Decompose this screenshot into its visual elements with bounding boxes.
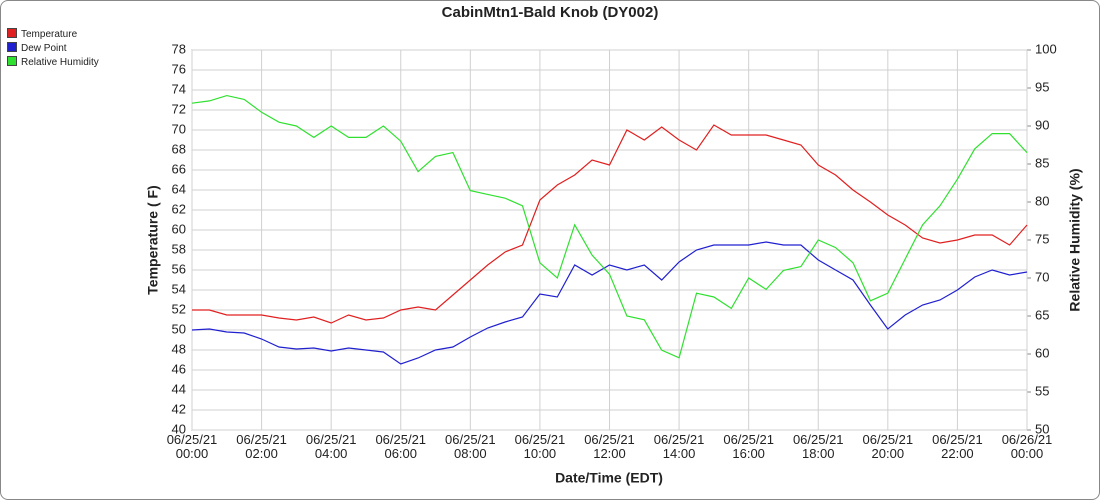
x-tick-label: 06/25/21 18:00 [792, 432, 844, 461]
legend-label: Dew Point [21, 43, 67, 54]
y-tick-label: 52 [172, 301, 186, 316]
x-tick-label: 06/25/21 12:00 [584, 432, 635, 461]
y2-tick-label: 90 [1035, 117, 1049, 132]
y-tick-label: 54 [172, 281, 186, 296]
y-tick-label: 50 [172, 321, 186, 336]
series-line [192, 124, 1028, 324]
y2-tick-label: 100 [1035, 41, 1057, 56]
legend-swatch [7, 28, 17, 38]
x-tick-label: 06/25/21 14:00 [653, 432, 705, 461]
legend-label: Relative Humidity [21, 57, 99, 68]
y2-tick-label: 80 [1035, 193, 1049, 208]
y-tick-label: 68 [172, 141, 186, 156]
y-tick-label: 64 [172, 181, 186, 196]
y2-tick-label: 75 [1035, 231, 1049, 246]
y-tick-label: 58 [172, 241, 186, 256]
y-tick-label: 70 [172, 121, 186, 136]
legend-entry: Relative Humidity [7, 56, 99, 68]
series-line [191, 94, 1028, 359]
x-axis-title: Date/Time (EDT) [555, 470, 663, 486]
y2-tick-label: 60 [1035, 345, 1049, 360]
x-tick-label: 06/25/21 20:00 [862, 432, 914, 461]
y-tick-label: 66 [172, 161, 186, 176]
y2-tick-label: 50 [1035, 421, 1049, 436]
y2-axis-title: Relative Humidity (%) [1067, 168, 1083, 311]
legend-swatch [7, 42, 17, 52]
x-tick-label: 06/25/21 16:00 [723, 432, 774, 461]
y2-tick-label: 95 [1035, 79, 1049, 94]
x-tick-label: 06/25/21 00:00 [166, 432, 218, 461]
y-tick-label: 56 [172, 261, 186, 276]
y-tick-label: 40 [172, 421, 186, 436]
y-axis-title: Temperature ( F) [145, 185, 161, 294]
y2-tick-label: 55 [1035, 383, 1049, 398]
legend-entry: Temperature [7, 28, 77, 40]
x-tick-label: 06/25/21 08:00 [445, 432, 496, 461]
y-tick-label: 48 [172, 341, 186, 356]
y-tick-label: 62 [172, 201, 186, 216]
y-tick-label: 74 [172, 81, 186, 96]
series-line [191, 241, 1028, 365]
y2-tick-label: 85 [1035, 155, 1049, 170]
y-tick-label: 44 [172, 381, 186, 396]
legend-label: Temperature [21, 29, 78, 40]
chart-title: CabinMtn1-Bald Knob (DY002) [442, 4, 659, 21]
y2-tick-label: 70 [1035, 269, 1049, 284]
x-tick-label: 06/25/21 04:00 [305, 432, 357, 461]
legend-swatch [7, 56, 17, 66]
y-tick-label: 72 [172, 101, 186, 116]
y-tick-label: 76 [172, 61, 186, 76]
x-tick-label: 06/25/21 02:00 [236, 432, 287, 461]
x-tick-label: 06/25/21 06:00 [375, 432, 427, 461]
x-tick-label: 06/26/21 00:00 [1001, 432, 1053, 461]
y-tick-label: 42 [172, 401, 186, 416]
y-tick-label: 78 [172, 41, 186, 56]
x-tick-label: 06/25/21 22:00 [932, 432, 983, 461]
legend-entry: Dew Point [7, 42, 67, 54]
y2-tick-label: 65 [1035, 307, 1049, 322]
x-tick-label: 06/25/21 10:00 [514, 432, 566, 461]
y-tick-label: 60 [172, 221, 186, 236]
y-tick-label: 46 [172, 361, 186, 376]
